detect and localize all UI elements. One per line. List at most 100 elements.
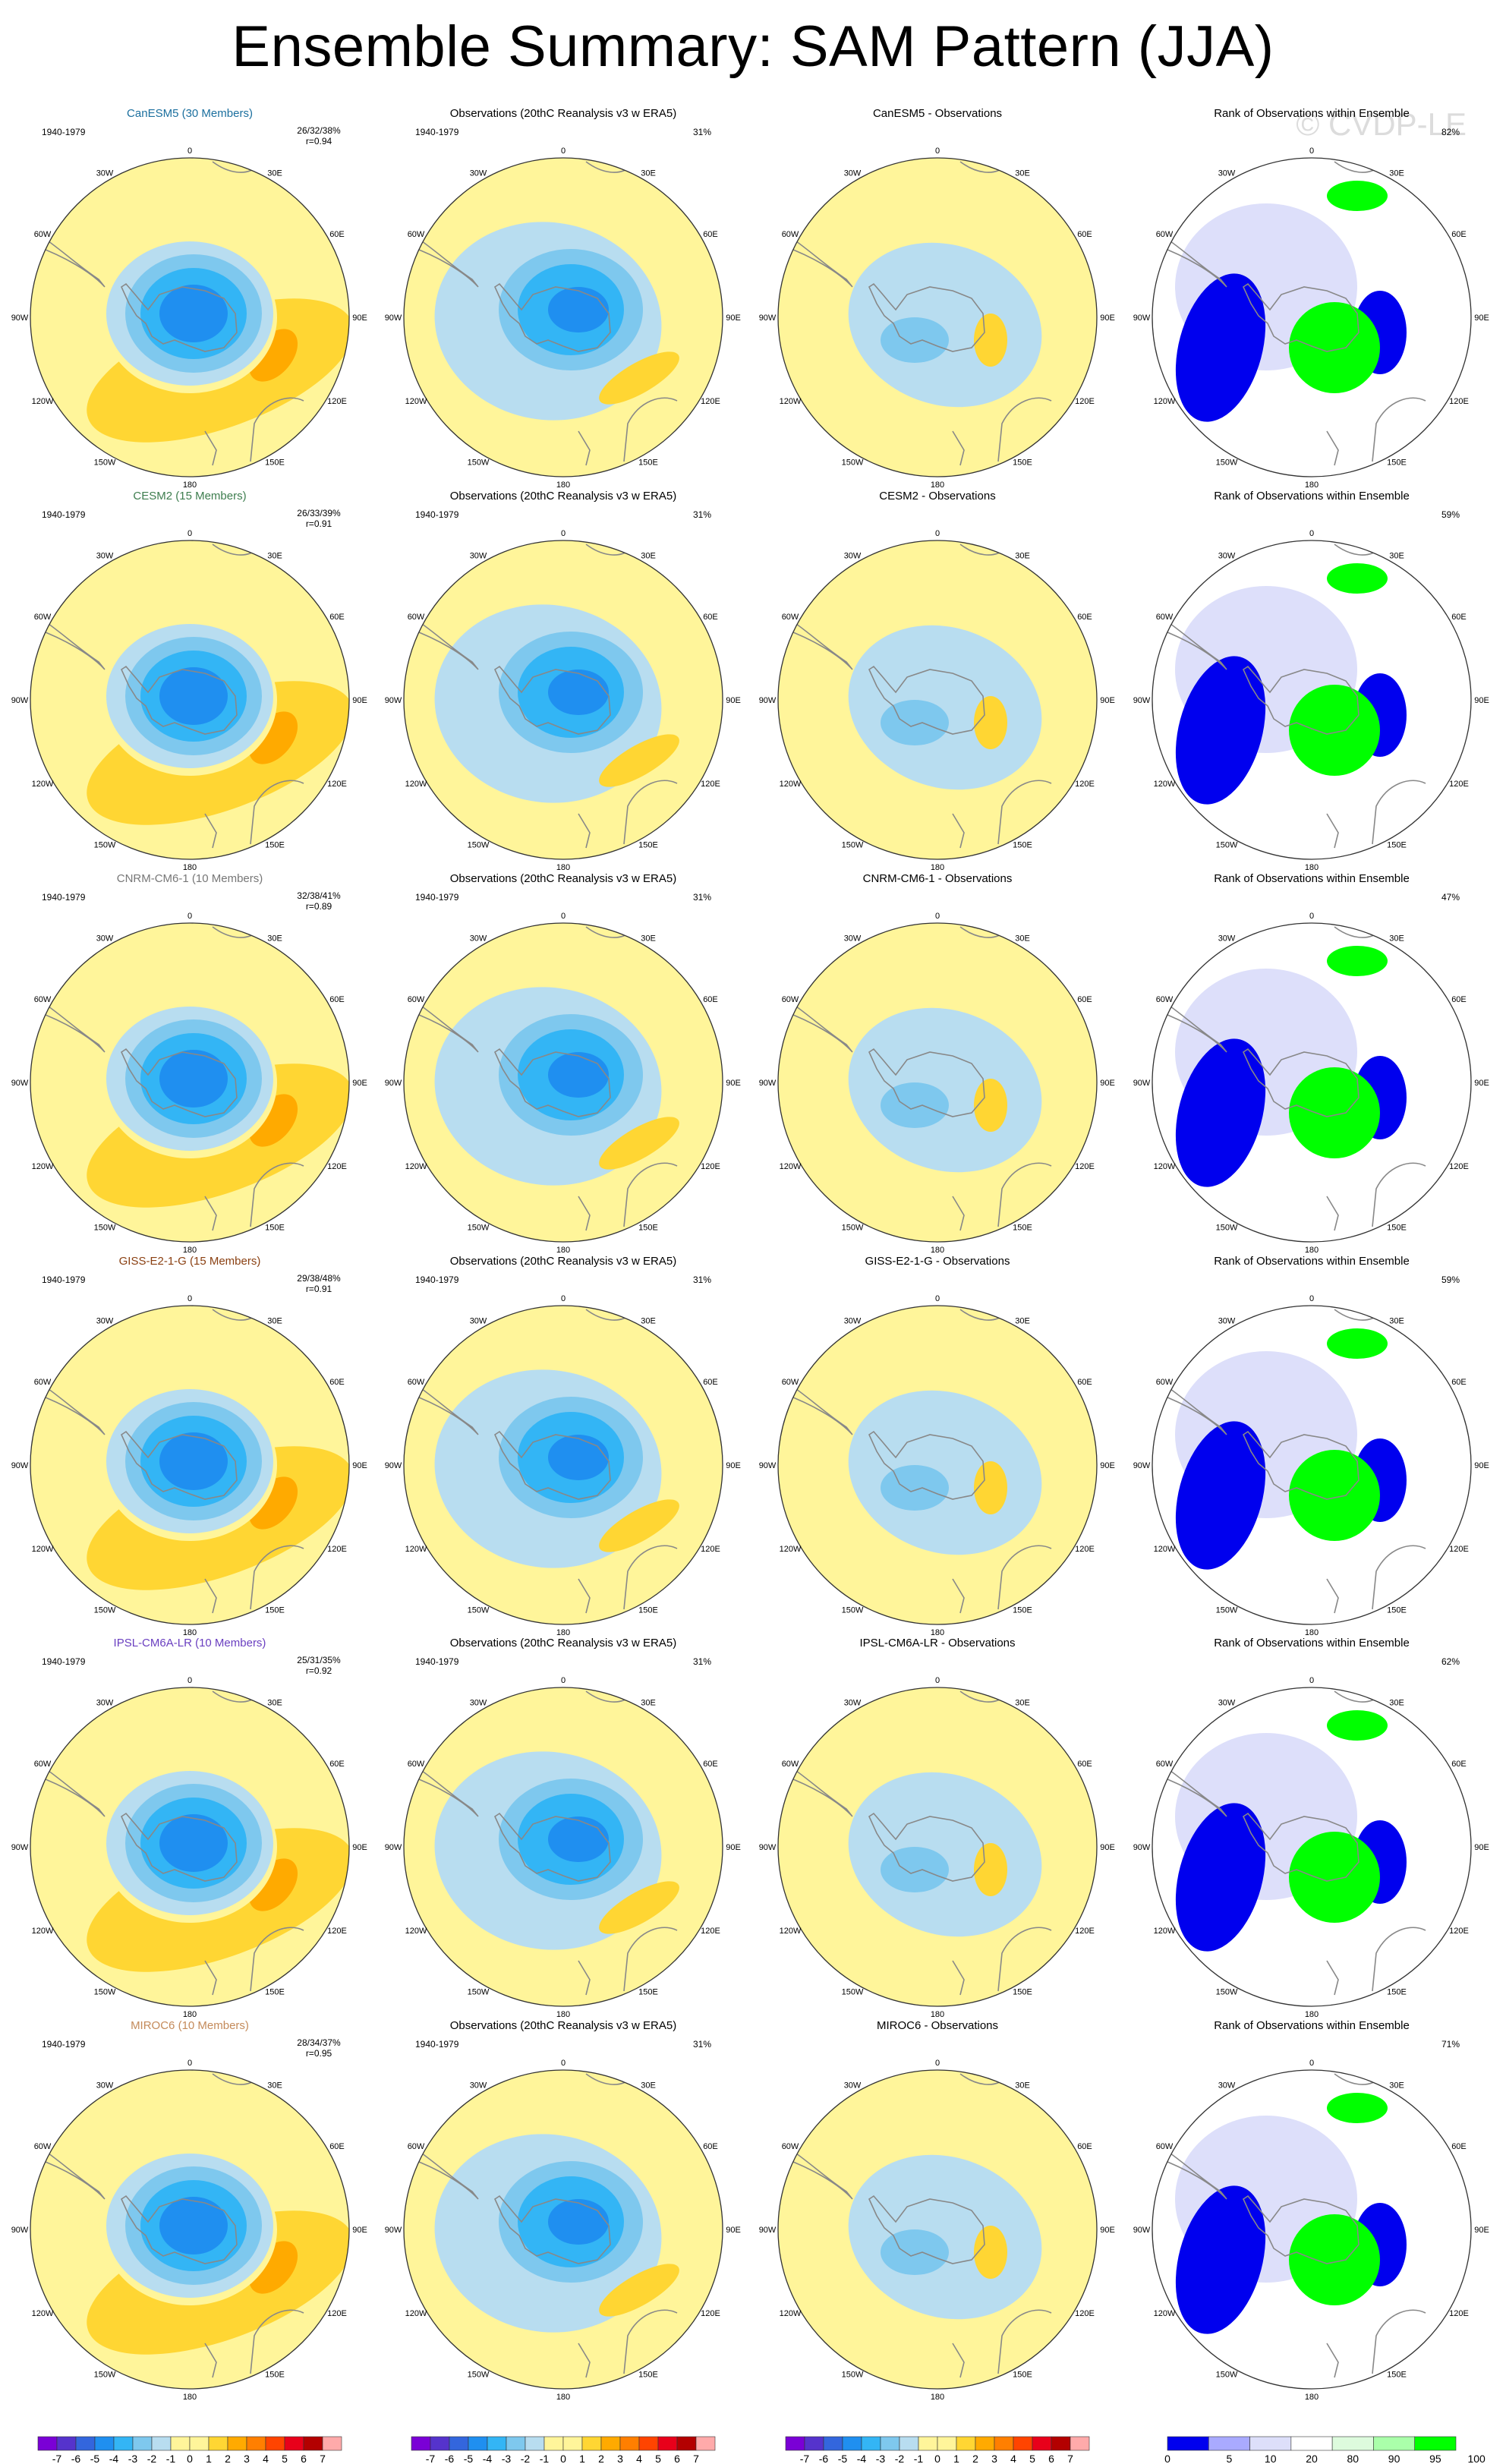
map-frame (30, 540, 350, 860)
longitude-label: 60E (1451, 230, 1467, 239)
negative-anomaly-core (159, 1814, 228, 1872)
longitude-label: 90W (759, 2226, 777, 2235)
longitude-label: 30E (1015, 169, 1030, 178)
antarctica-coastline (868, 2195, 985, 2264)
colorbar-tick-label: 5 (655, 2453, 661, 2464)
longitude-label: 30E (267, 1316, 282, 1325)
longitude-label: 30W (844, 2081, 862, 2090)
colorbar-segment (676, 2436, 697, 2451)
difference-title: CESM2 - Observations (879, 490, 995, 503)
colorbar-segment (975, 2436, 995, 2451)
map-frame (403, 2069, 723, 2390)
longitude-label: 120W (1154, 1927, 1176, 1936)
cvdp-watermark: © CVDP-LE (1296, 106, 1467, 142)
longitude-label: 150E (265, 1988, 285, 1997)
colorbar-tick-label: -6 (819, 2453, 829, 2464)
longitude-label: 30E (641, 169, 656, 178)
australia-coastline (997, 1927, 1052, 1992)
difference-positive-region (974, 1079, 1007, 1132)
negative-anomaly-core (548, 1816, 609, 1862)
colorbar-segment (487, 2436, 507, 2451)
map-panel (30, 1687, 349, 2006)
colorbar-tick-label: 1 (579, 2453, 585, 2464)
difference-model-name: CNRM-CM6-1 (863, 872, 935, 885)
colorbar-tick-label: -6 (445, 2453, 455, 2464)
australia-coastline (1372, 780, 1426, 845)
explained-variance: 25/31/35% (297, 1655, 341, 1665)
longitude-label: 90W (1133, 1079, 1151, 1088)
model-title: CanESM5 (30 Members) (127, 107, 253, 120)
period-label: 1940-1979 (415, 2039, 459, 2050)
longitude-label: 90W (11, 1843, 29, 1852)
antarctica-coastline (493, 1430, 611, 1500)
map-panel (404, 1687, 723, 2006)
colorbar-segment (1032, 2436, 1052, 2451)
colorbar-tick-label: -1 (914, 2453, 924, 2464)
antarctica-coastline (493, 2195, 611, 2264)
longitude-label: 30W (470, 2081, 487, 2090)
colorbar-segment (842, 2436, 862, 2451)
difference-model-name: GISS-E2-1-G (865, 1255, 933, 1268)
longitude-label: 0 (561, 1294, 566, 1303)
colorbar-tick-label: 4 (636, 2453, 642, 2464)
longitude-label: 150E (1387, 1988, 1407, 1997)
map-panel (1152, 2070, 1471, 2389)
south-america-coastline (781, 1381, 853, 1435)
longitude-label: 120W (1154, 2309, 1176, 2318)
longitude-label: 60E (1451, 613, 1467, 622)
longitude-label: 150W (842, 1606, 864, 1615)
longitude-label: 90W (1133, 1843, 1151, 1852)
rank-lowest-percentile-area (1175, 1803, 1266, 1952)
longitude-label: 30E (1389, 934, 1404, 943)
new-zealand-coastline (204, 1578, 217, 1614)
new-zealand-coastline (1326, 813, 1339, 849)
longitude-label: 120E (1075, 1927, 1095, 1936)
longitude-label: 60E (1451, 2142, 1467, 2151)
rank-colorbar-segment (1331, 2436, 1374, 2451)
australia-coastline (250, 2309, 304, 2374)
colorbar-tick-label: 2 (225, 2453, 231, 2464)
longitude-label: 90W (759, 314, 777, 323)
australia-coastline (1372, 397, 1426, 462)
longitude-label: 0 (561, 2059, 566, 2068)
longitude-label: 30W (1218, 551, 1236, 560)
longitude-label: 90W (11, 696, 29, 705)
rank-title: Rank of Observations within Ensemble (1214, 2019, 1410, 2032)
longitude-label: 120E (327, 1545, 347, 1554)
difference-title: CanESM5 - Observations (873, 107, 1002, 120)
colorbar-tick-label: 7 (1067, 2453, 1073, 2464)
longitude-label: 60W (408, 230, 425, 239)
rank-summary: 71% (1441, 2039, 1460, 2050)
longitude-label: 30E (1389, 2081, 1404, 2090)
colorbar-tick-label: -7 (426, 2453, 436, 2464)
colorbar-segment (151, 2436, 172, 2451)
colorbar-tick-label: -3 (128, 2453, 138, 2464)
longitude-label: 60E (1451, 1378, 1467, 1387)
longitude-label: 180 (1305, 2010, 1319, 2019)
longitude-label: 60W (782, 1378, 799, 1387)
antarctica-coastline (120, 1430, 238, 1500)
longitude-label: 120W (32, 2309, 54, 2318)
rank-colorbar-segment (1167, 2436, 1209, 2451)
difference-suffix: - Observations (938, 1637, 1016, 1649)
longitude-label: 30E (267, 1698, 282, 1707)
longitude-label: 120E (1075, 397, 1095, 406)
colorbar-tick-label: -6 (71, 2453, 81, 2464)
difference-suffix: - Observations (925, 107, 1002, 120)
longitude-label: 90E (352, 2226, 367, 2235)
longitude-label: 30W (1218, 2081, 1236, 2090)
longitude-label: 180 (931, 1246, 944, 1255)
colorbar-segment (880, 2436, 900, 2451)
longitude-label: 180 (556, 481, 570, 490)
longitude-label: 120E (1449, 2309, 1469, 2318)
difference-title: MIROC6 - Observations (877, 2019, 998, 2032)
longitude-label: 120W (780, 780, 802, 789)
map-frame (1152, 1305, 1472, 1625)
longitude-label: 90W (759, 1843, 777, 1852)
longitude-label: 30E (1389, 169, 1404, 178)
longitude-label: 30W (96, 1316, 114, 1325)
longitude-label: 90W (1133, 696, 1151, 705)
longitude-label: 150W (1216, 1224, 1238, 1233)
longitude-label: 150E (1013, 1988, 1032, 1997)
negative-anomaly-core (159, 667, 228, 725)
